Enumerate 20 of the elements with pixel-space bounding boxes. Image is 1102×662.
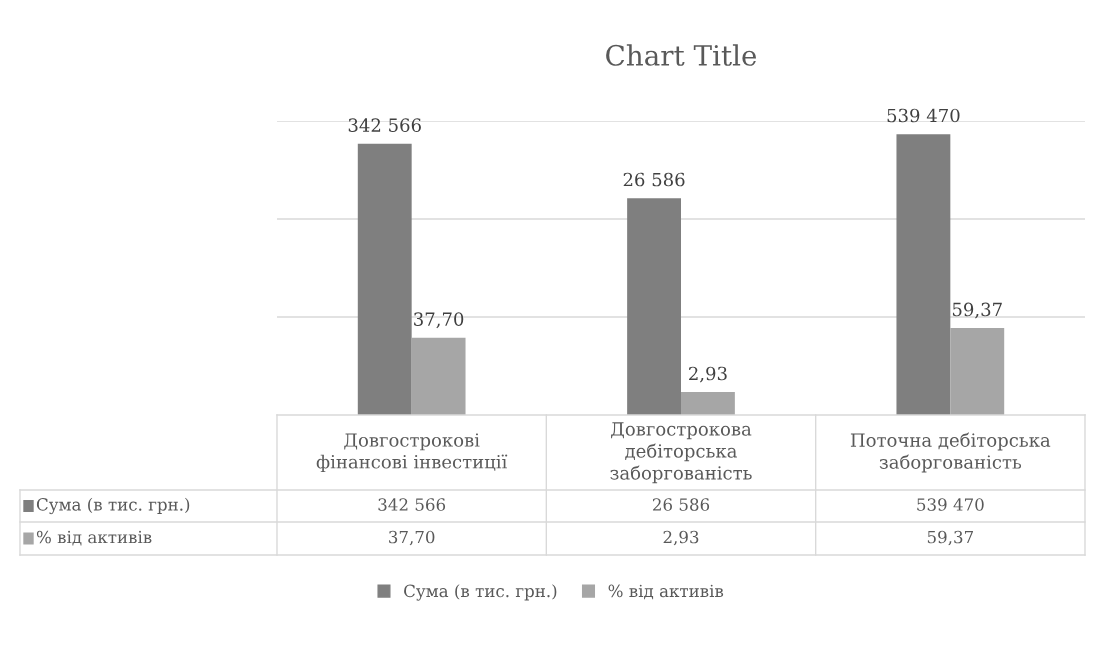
text: 539 470 — [887, 108, 960, 123]
data-label: 2,93 — [663, 530, 699, 546]
data-label: 342 566 — [378, 498, 446, 511]
chart-title: Chart Title — [606, 44, 757, 66]
text: % від активів — [36, 530, 152, 546]
data-label: 59,37 — [927, 530, 973, 546]
text: 37,70 — [414, 312, 464, 329]
data-label: 26 586 — [652, 498, 710, 511]
text: 26 586 — [623, 172, 685, 187]
x-tick-label: Довгострокова дебіторська заборгованість — [610, 422, 752, 484]
data-label: 37,70 — [389, 530, 435, 546]
x-tick-label: Довгострокові фінансові інвестиції — [316, 433, 508, 473]
text: Сума (в тис. грн.) — [36, 497, 190, 515]
text: 342 566 — [348, 118, 421, 132]
text: 59,37 — [952, 302, 1002, 319]
legend-label: % від активів — [608, 584, 724, 600]
data-label: 539 470 — [917, 498, 984, 511]
legend-label: Сума (в тис. грн.) — [404, 584, 557, 601]
text: 2,93 — [689, 366, 727, 383]
x-tick-label: Поточна дебіторська заборгованість — [850, 432, 1051, 473]
